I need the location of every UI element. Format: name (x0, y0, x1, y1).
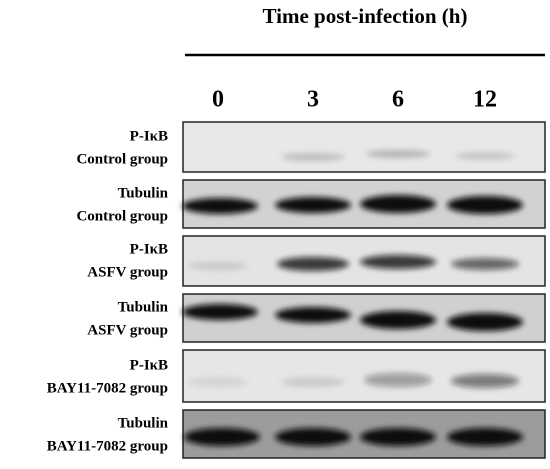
blot-panel (182, 121, 546, 173)
bands (182, 304, 523, 331)
panel-label: Tubulin (118, 185, 169, 201)
panel-label: Control group (76, 151, 168, 167)
panel-label: P-IκB (130, 128, 168, 144)
figure-title: Time post-infection (h) (263, 4, 468, 28)
panel-label: Tubulin (118, 299, 169, 315)
panel-label: ASFV group (87, 264, 168, 280)
bands (281, 150, 515, 161)
bands (184, 428, 523, 446)
panel-label: P-IκB (130, 357, 168, 373)
bands (188, 255, 519, 271)
panel-label: Control group (76, 208, 168, 224)
panel-label: Tubulin (118, 415, 169, 431)
panel-label: BAY11-7082 group (47, 380, 168, 396)
bands (188, 373, 519, 388)
timepoint-label: 6 (392, 87, 404, 113)
timepoint-label: 0 (212, 87, 224, 113)
bands (182, 195, 523, 214)
panel-label: ASFV group (87, 322, 168, 338)
timepoint-label: 12 (473, 87, 497, 113)
panel-label: P-IκB (130, 241, 168, 257)
timepoint-label: 3 (307, 87, 319, 113)
panel-label: BAY11-7082 group (47, 438, 168, 454)
